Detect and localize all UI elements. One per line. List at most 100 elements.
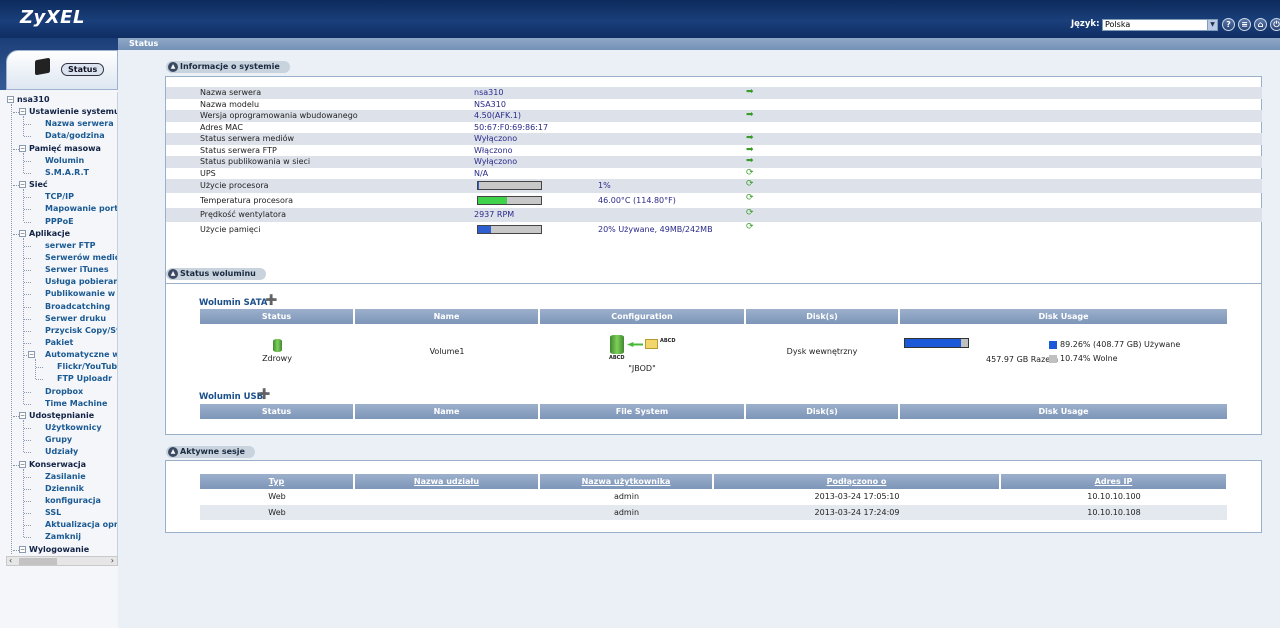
edit-icon[interactable]: ➡: [746, 110, 754, 120]
language-select[interactable]: Polska ▼: [1102, 19, 1218, 31]
logout-icon[interactable]: ⏻: [1270, 18, 1280, 31]
sidebar-item-serwer-ftp[interactable]: serwer FTP: [45, 240, 96, 250]
column-header-2[interactable]: Nazwa użytkownika: [540, 474, 713, 489]
help-icon[interactable]: ?: [1222, 18, 1235, 31]
sidebar-item-automatyczne-wysyłanie[interactable]: Automatyczne wysyłanie: [45, 350, 117, 360]
collapse-icon[interactable]: ▲: [168, 62, 178, 72]
sidebar-item-pakiet[interactable]: Pakiet: [45, 338, 74, 347]
disk-usage-fill: [905, 339, 962, 347]
sidebar-item-pamięć-masowa[interactable]: Pamięć masowa: [29, 143, 101, 153]
scrollbar-thumb[interactable]: [19, 558, 57, 565]
home-icon[interactable]: ⌂: [1254, 18, 1267, 31]
sidebar-item-mapowanie-portów[interactable]: Mapowanie portów: [45, 204, 118, 214]
expand-collapse-icon[interactable]: −: [28, 351, 35, 359]
tree-connector: [24, 355, 31, 357]
column-header-3[interactable]: Podłączono o: [714, 474, 1000, 489]
volume-name[interactable]: Volume1: [429, 347, 465, 356]
edit-icon[interactable]: ➡: [746, 87, 754, 97]
sidebar-item-serwer-druku[interactable]: Serwer druku: [45, 313, 107, 323]
column-header[interactable]: Status: [200, 404, 354, 419]
column-header[interactable]: Disk Usage: [900, 404, 1228, 419]
sidebar-item-usługa-pobierania[interactable]: Usługa pobierania: [45, 277, 117, 287]
sidebar-item-serwer-itunes[interactable]: Serwer iTunes: [45, 265, 109, 275]
sidebar-item-konserwacja[interactable]: Konserwacja: [29, 459, 87, 469]
sidebar-item-time-machine[interactable]: Time Machine: [45, 398, 108, 408]
sidebar-item-zasilanie[interactable]: Zasilanie: [45, 471, 86, 481]
scroll-right-icon[interactable]: ›: [110, 556, 114, 565]
sidebar-item-aktualizacja-oprogramowania[interactable]: Aktualizacja oprogramowania: [45, 520, 118, 530]
sidebar-item-pppoe[interactable]: PPPoE: [45, 216, 74, 226]
add-volume-icon[interactable]: ➕: [258, 389, 271, 400]
raid-disk-icon: [610, 335, 624, 354]
collapse-icon[interactable]: ▲: [168, 269, 178, 279]
edit-icon[interactable]: ➡: [746, 156, 754, 166]
scroll-left-icon[interactable]: ‹: [9, 556, 13, 565]
sidebar-item-grupy[interactable]: Grupy: [45, 435, 73, 445]
about-icon[interactable]: ≡: [1238, 18, 1251, 31]
column-header-4[interactable]: Adres IP: [1001, 474, 1227, 489]
refresh-icon[interactable]: ⟳: [746, 208, 754, 218]
sidebar-item-nazwa-serwera[interactable]: Nazwa serwera: [45, 119, 114, 129]
sidebar-item-udostępnianie[interactable]: Udostępnianie: [29, 410, 95, 420]
disk-free: 10.74% Wolne: [1060, 354, 1118, 363]
refresh-icon[interactable]: ⟳: [746, 179, 754, 189]
expand-collapse-icon[interactable]: −: [19, 144, 26, 152]
status-tab[interactable]: Status: [6, 50, 118, 90]
refresh-icon[interactable]: ⟳: [746, 193, 754, 203]
refresh-icon[interactable]: ⟳: [746, 222, 754, 232]
column-header[interactable]: Name: [355, 404, 539, 419]
sidebar-horizontal-scrollbar[interactable]: ‹ ›: [6, 556, 118, 566]
sidebar-item-publikowanie-w-sieci[interactable]: Publikowanie w sieci: [45, 289, 117, 299]
disk-total: 457.97 GB Razem: [986, 355, 1058, 364]
sidebar-item-serwerów-mediów[interactable]: Serwerów mediów: [45, 252, 117, 262]
sidebar-item-nsa310[interactable]: nsa310: [17, 95, 50, 104]
sidebar-item-wylogowanie[interactable]: Wylogowanie: [29, 544, 90, 554]
sidebar-item-sieć[interactable]: Sieć: [29, 180, 48, 190]
active-sessions-header[interactable]: ▲ Aktywne sesje: [166, 446, 255, 458]
volume-status-header[interactable]: ▲ Status woluminu: [166, 268, 266, 280]
collapse-icon[interactable]: ▲: [168, 447, 178, 457]
column-header-0[interactable]: Typ: [200, 474, 354, 489]
chevron-down-icon[interactable]: ▼: [1207, 20, 1217, 30]
column-header[interactable]: Disk(s): [746, 404, 899, 419]
expand-collapse-icon[interactable]: −: [19, 460, 26, 468]
column-header[interactable]: Configuration: [540, 309, 745, 324]
sidebar-item-broadcatching[interactable]: Broadcatching: [45, 301, 111, 311]
system-info-header[interactable]: ▲ Informacje o systemie: [166, 61, 290, 73]
edit-icon[interactable]: ➡: [746, 144, 754, 155]
sidebar-item-użytkownicy[interactable]: Użytkownicy: [45, 423, 102, 433]
sidebar-item-dziennik[interactable]: Dziennik: [45, 483, 84, 493]
sidebar-item-dropbox[interactable]: Dropbox: [45, 386, 84, 396]
tree-connector: [24, 160, 31, 162]
sidebar-item-data-godzina[interactable]: Data/godzina: [45, 131, 105, 141]
add-volume-icon[interactable]: ➕: [265, 295, 278, 306]
expand-collapse-icon[interactable]: −: [19, 181, 26, 189]
expand-collapse-icon[interactable]: −: [7, 96, 14, 103]
column-header-1[interactable]: Nazwa udziału: [355, 474, 539, 489]
column-header[interactable]: Status: [200, 309, 354, 324]
sidebar-item-przycisk-copy-sync[interactable]: Przycisk Copy/Sync: [45, 325, 117, 335]
sidebar-item-zamknij[interactable]: Zamknij: [45, 532, 82, 542]
sidebar-item-udziały[interactable]: Udziały: [45, 447, 79, 457]
column-header[interactable]: Disk Usage: [900, 309, 1228, 324]
expand-collapse-icon[interactable]: −: [19, 411, 26, 419]
sidebar-item-ustawienie-systemu[interactable]: Ustawienie systemu: [29, 107, 118, 117]
sidebar-item-flickr-youtube[interactable]: Flickr/YouTube: [57, 362, 118, 372]
sidebar-item-ssl[interactable]: SSL: [45, 508, 62, 518]
expand-collapse-icon[interactable]: −: [19, 108, 26, 116]
edit-icon[interactable]: ➡: [746, 133, 754, 143]
refresh-icon[interactable]: ⟳: [746, 167, 754, 178]
expand-collapse-icon[interactable]: −: [19, 229, 26, 237]
sidebar-item-s-m-a-r-t[interactable]: S.M.A.R.T: [45, 167, 89, 177]
column-header[interactable]: File System: [540, 404, 745, 419]
column-header[interactable]: Disk(s): [746, 309, 899, 324]
info-key: Nazwa modelu: [200, 99, 260, 109]
column-header[interactable]: Name: [355, 309, 539, 324]
sidebar-item-tcp-ip[interactable]: TCP/IP: [45, 192, 74, 202]
sidebar-item-aplikacje[interactable]: Aplikacje: [29, 228, 71, 238]
expand-collapse-icon[interactable]: −: [19, 545, 26, 553]
sidebar-item-wolumin[interactable]: Wolumin: [45, 155, 85, 165]
sidebar-item-ftp-uploadr[interactable]: FTP Uploadr: [57, 374, 113, 384]
sidebar-item-konfiguracja[interactable]: konfiguracja: [45, 495, 101, 505]
disk-usage-bar: [904, 338, 969, 348]
